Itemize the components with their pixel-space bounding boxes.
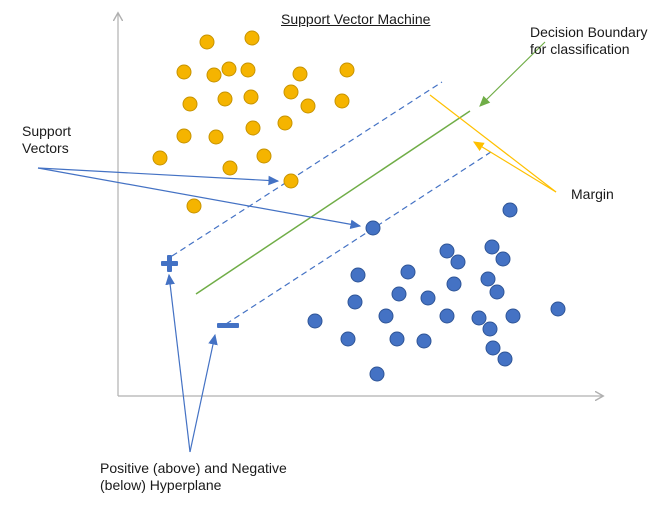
- negative-point: [485, 340, 501, 356]
- negative-point: [378, 308, 394, 324]
- negative-point: [450, 254, 466, 270]
- support-vectors-label: Support Vectors: [22, 123, 71, 157]
- negative-point: [365, 220, 381, 236]
- positive-point: [206, 67, 222, 83]
- positive-point: [283, 84, 299, 100]
- positive-point: [176, 64, 192, 80]
- positive-class-points: [152, 30, 355, 214]
- positive-point: [339, 62, 355, 78]
- support-vectors-label-line2: Vectors: [22, 140, 69, 156]
- positive-point: [277, 115, 293, 131]
- diagram-title: Support Vector Machine: [281, 11, 431, 27]
- negative-point: [505, 308, 521, 324]
- positive-point: [222, 160, 238, 176]
- support-vector-arrow-2: [37, 167, 362, 230]
- positive-hyperplane: [171, 81, 443, 257]
- hyperplanes-label-line1: Positive (above) and Negative: [100, 460, 287, 476]
- positive-point: [300, 98, 316, 114]
- negative-point: [439, 308, 455, 324]
- negative-point: [347, 294, 363, 310]
- positive-point: [334, 93, 350, 109]
- margin-arrow-1: [429, 94, 557, 193]
- negative-point: [550, 301, 566, 317]
- negative-point: [502, 202, 518, 218]
- negative-point: [307, 313, 323, 329]
- negative-point: [446, 276, 462, 292]
- negative-hyperplane: [225, 149, 495, 325]
- negative-point: [489, 284, 505, 300]
- negative-point: [389, 331, 405, 347]
- positive-point: [176, 128, 192, 144]
- negative-point: [369, 366, 385, 382]
- negative-point: [497, 351, 513, 367]
- positive-point: [244, 30, 260, 46]
- negative-point: [391, 286, 407, 302]
- positive-point: [292, 66, 308, 82]
- negative-point: [471, 310, 487, 326]
- hyperplane-arrow-negative: [189, 333, 218, 453]
- positive-point: [256, 148, 272, 164]
- negative-point: [420, 290, 436, 306]
- decision-boundary-label-line1: Decision Boundary: [530, 24, 648, 40]
- negative-class-points: [307, 202, 566, 382]
- negative-point: [340, 331, 356, 347]
- decision-boundary-line: [195, 110, 471, 295]
- negative-point: [416, 333, 432, 349]
- positive-point: [217, 91, 233, 107]
- decision-boundary-label-line2: for classification: [530, 41, 630, 57]
- support-vector-arrow-1: [37, 167, 280, 186]
- hyperplanes-label: Positive (above) and Negative (below) Hy…: [100, 460, 287, 494]
- positive-point: [240, 62, 256, 78]
- hyperplanes-label-line2: (below) Hyperplane: [100, 477, 222, 493]
- negative-point: [484, 239, 500, 255]
- negative-point: [480, 271, 496, 287]
- hyperplane-arrow-positive: [165, 273, 191, 453]
- negative-point: [350, 267, 366, 283]
- negative-point: [495, 251, 511, 267]
- decision-boundary-label: Decision Boundary for classification: [530, 24, 648, 58]
- positive-point: [245, 120, 261, 136]
- plus-icon: [161, 255, 178, 272]
- negative-point: [482, 321, 498, 337]
- positive-point: [186, 198, 202, 214]
- positive-point: [182, 96, 198, 112]
- positive-point: [152, 150, 168, 166]
- positive-point: [243, 89, 259, 105]
- support-vectors-label-line1: Support: [22, 123, 72, 139]
- negative-point: [439, 243, 455, 259]
- positive-point: [208, 129, 224, 145]
- minus-icon: [217, 323, 239, 328]
- margin-arrow-2: [472, 141, 557, 193]
- positive-point: [221, 61, 237, 77]
- margin-label: Margin: [571, 186, 614, 202]
- positive-point: [199, 34, 215, 50]
- positive-point: [283, 173, 299, 189]
- decision-boundary-arrow: [479, 41, 546, 107]
- negative-point: [400, 264, 416, 280]
